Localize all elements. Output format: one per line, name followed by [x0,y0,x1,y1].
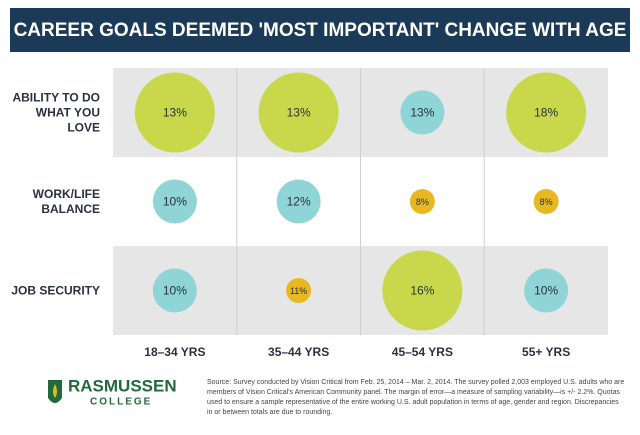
value-label: 8% [540,197,553,207]
title-banner [10,8,630,52]
source-note: Source: Survey conducted by Vision Criti… [207,379,625,416]
value-label: 13% [410,106,434,120]
bubble [409,189,435,214]
value-label: 10% [163,195,187,209]
value-label: 16% [410,284,434,298]
x-tick-label: 45–54 YRS [392,345,453,359]
value-label: 10% [534,284,558,298]
value-label: 10% [163,284,187,298]
logo-name: RASMUSSEN [68,376,177,395]
row-label: JOB SECURITY [11,283,100,297]
bubble [152,268,197,313]
value-label: 18% [534,106,558,120]
logo: RASMUSSEN COLLEGE [48,376,177,408]
bubble [134,72,215,153]
value-label: 12% [287,195,311,209]
bubble [276,179,321,224]
bubble [258,72,339,153]
value-label: 8% [416,197,429,207]
bubble [533,189,559,214]
bubble [506,72,587,153]
bubble [382,250,463,331]
bubble [286,278,312,303]
bubble [400,90,445,135]
x-tick-label: 55+ YRS [522,345,570,359]
logo-sub: COLLEGE [90,397,152,408]
value-label: 11% [290,286,307,296]
value-label: 13% [163,106,187,120]
bubble [524,268,569,313]
row-label: ABILITY TO DO WHAT YOU LOVE [12,90,100,134]
chart-title: CAREER GOALS DEEMED 'MOST IMPORTANT' CHA… [14,20,627,41]
row-label: WORK/LIFE BALANCE [32,186,100,216]
value-label: 13% [287,106,311,120]
x-tick-label: 18–34 YRS [144,345,205,359]
bubble [152,179,197,224]
x-tick-label: 35–44 YRS [268,345,329,359]
